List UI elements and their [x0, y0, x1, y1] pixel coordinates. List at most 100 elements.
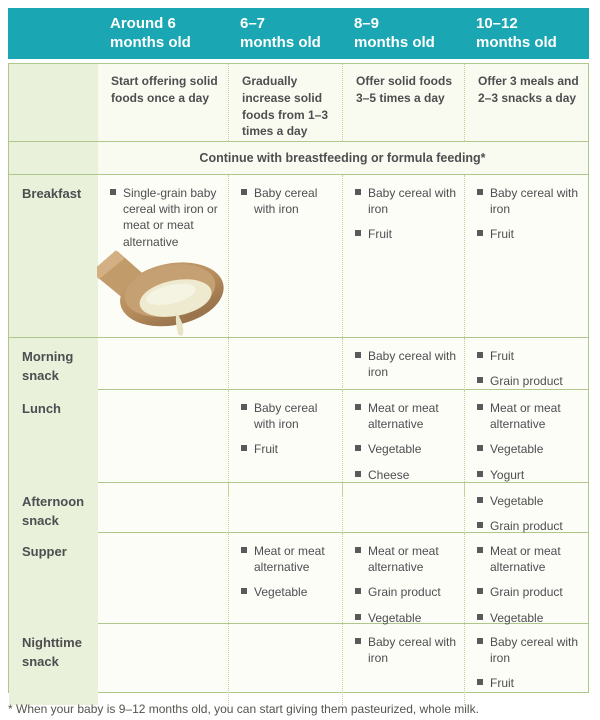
bullet-square-icon [241, 547, 247, 553]
meal-row-supper: Supper Meat or meat alternative Vegetable M… [9, 533, 588, 639]
food-item-text: Yogurt [490, 467, 525, 482]
spoon-photo [97, 247, 228, 337]
bullet-square-icon [477, 547, 483, 553]
bullet-square-icon [241, 189, 247, 195]
food-item: Meat or meat alternative [241, 543, 336, 575]
food-item-text: Baby cereal with iron [368, 186, 457, 217]
intro-cell-6-7: Gradually increase solid foods from 1–3 … [228, 64, 342, 141]
meal-cell [98, 533, 228, 639]
meal-row-nighttime-snack: Nighttime snack Baby cereal with iron Baby… [9, 624, 588, 705]
bullet-square-icon [355, 230, 361, 237]
bullet-square-icon [355, 352, 361, 358]
bullet-square-icon [477, 588, 483, 595]
food-item-text: Cheese [368, 467, 410, 482]
food-item-text: Meat or meat alternative [368, 401, 439, 432]
food-item: Meat or meat alternative [355, 400, 458, 432]
row-label-blank [9, 142, 98, 174]
food-item: Meat or meat alternative [355, 543, 458, 575]
row-label-blank [9, 64, 98, 141]
food-item: Grain product [477, 584, 581, 600]
food-item-text: Single-grain baby cereal with iron or me… [123, 186, 218, 249]
bullet-square-icon [477, 679, 483, 686]
header-cell-8-9-months: 8–9 months old [354, 15, 435, 51]
food-item-text: Baby cereal with iron [490, 186, 579, 217]
intro-cell-around-6: Start offering solid foods once a day [111, 74, 218, 105]
table-header-row: Around 6 months old 6–7 months old 8–9 m… [8, 8, 589, 59]
food-item-text: Meat or meat alternative [490, 401, 561, 432]
food-item: Baby cereal with iron [355, 634, 458, 666]
food-item-text: Baby cereal with iron [490, 635, 579, 666]
meal-cell: Meat or meat alternative Vegetable Yogurt [464, 390, 587, 496]
bullet-square-icon [355, 189, 361, 195]
meal-cell: Vegetable Grain product [464, 483, 587, 548]
meal-cell: Baby cereal with iron [228, 175, 342, 337]
row-label-supper: Supper [9, 533, 98, 639]
meal-cell: Fruit Grain product [464, 338, 587, 403]
meal-cell [228, 483, 342, 548]
food-item-text: Baby cereal with iron [368, 349, 457, 380]
meal-cell: Meat or meat alternative Vegetable Cheese [342, 390, 464, 496]
food-item: Vegetable [477, 493, 581, 509]
meal-cell: Baby cereal with iron Fruit [464, 624, 587, 705]
food-item-text: Fruit [490, 676, 514, 691]
bullet-square-icon [355, 588, 361, 595]
food-item-text: Meat or meat alternative [368, 544, 439, 575]
food-item: Grain product [477, 373, 581, 389]
bullet-square-icon [355, 470, 361, 477]
meal-cell: Single-grain baby cereal with iron or me… [97, 175, 228, 337]
food-item: Vegetable [355, 441, 458, 457]
header-cell-around-6-months: Around 6 months old [110, 15, 191, 51]
food-item: Fruit [355, 226, 458, 242]
food-item-text: Baby cereal with iron [254, 401, 318, 432]
meal-cell [228, 338, 342, 403]
bullet-square-icon [355, 547, 361, 553]
food-item: Grain product [355, 584, 458, 600]
meal-cell [98, 624, 228, 705]
header-cell-10-12-months: 10–12 months old [476, 15, 557, 51]
food-item-text: Baby cereal with iron [368, 635, 457, 666]
meal-cell: Baby cereal with iron Fruit [464, 175, 587, 337]
bullet-square-icon [477, 497, 483, 503]
meal-cell: Baby cereal with iron [342, 624, 464, 705]
food-item-text: Vegetable [254, 585, 308, 600]
banner-row: Continue with breastfeeding or formula f… [9, 142, 588, 175]
row-label-lunch: Lunch [9, 390, 98, 496]
bullet-square-icon [477, 613, 483, 620]
food-item: Vegetable [477, 610, 581, 626]
bullet-square-icon [477, 230, 483, 237]
food-item: Baby cereal with iron [241, 185, 336, 217]
food-item-text: Vegetable [368, 610, 422, 625]
food-item-text: Vegetable [490, 494, 544, 508]
meal-row-lunch: Lunch Baby cereal with iron Fruit Meat or m… [9, 390, 588, 496]
meal-cell: Meat or meat alternative Grain product Veg… [464, 533, 587, 639]
food-item: Vegetable [241, 584, 336, 600]
row-label-nighttime-snack: Nighttime snack [9, 624, 98, 705]
bullet-square-icon [477, 352, 483, 358]
bullet-square-icon [477, 522, 483, 529]
bullet-square-icon [477, 189, 483, 195]
bullet-square-icon [110, 189, 116, 195]
row-label-breakfast: Breakfast [9, 175, 98, 337]
food-item: Cheese [355, 467, 458, 483]
food-item-text: Baby cereal with iron [254, 186, 318, 217]
food-item: Fruit [477, 226, 581, 242]
meal-row-morning-snack: Morning snack Baby cereal with iron Fruit G… [9, 338, 588, 403]
food-item: Meat or meat alternative [477, 400, 581, 432]
food-item-text: Grain product [368, 585, 441, 600]
food-item: Baby cereal with iron [477, 185, 581, 217]
food-item-text: Grain product [490, 519, 563, 534]
meal-cell [98, 390, 228, 496]
header-cell-6-7-months: 6–7 months old [240, 15, 321, 51]
food-item: Fruit [477, 675, 581, 691]
meal-cell [228, 624, 342, 705]
food-item-text: Meat or meat alternative [254, 544, 325, 575]
intro-cell-10-12: Offer 3 meals and 2–3 snacks a day [464, 64, 587, 141]
food-item-text: Meat or meat alternative [490, 544, 561, 575]
food-item-text: Grain product [490, 374, 563, 389]
bullet-square-icon [355, 638, 361, 644]
food-item: Baby cereal with iron [355, 185, 458, 217]
bullet-square-icon [477, 638, 483, 644]
table-body: Start offering solid foods once a day Gr… [8, 63, 589, 705]
header-cell-blank [8, 8, 97, 59]
meal-cell: Meat or meat alternative Grain product Veg… [342, 533, 464, 639]
